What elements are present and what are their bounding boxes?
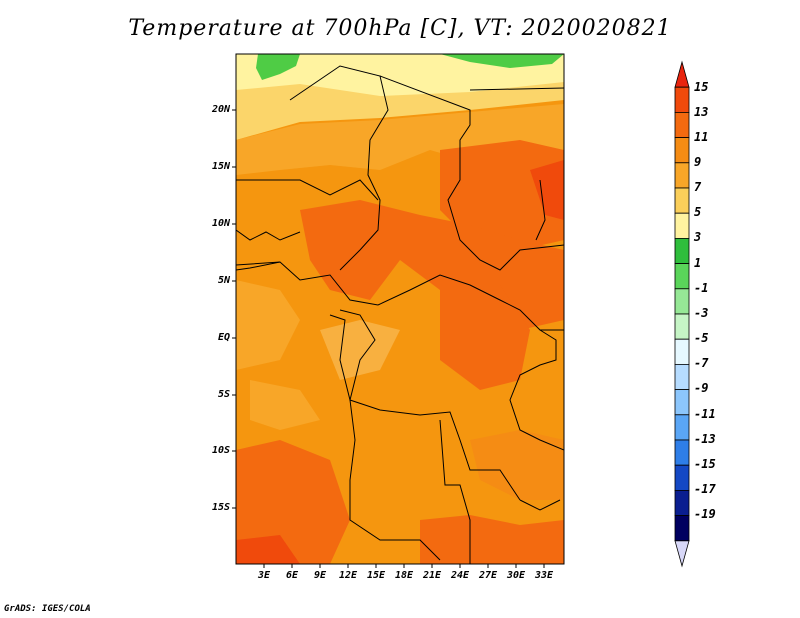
lon-label-12e: 12E bbox=[338, 570, 358, 581]
colorbar-swatch bbox=[674, 414, 690, 441]
colorbar-cap-top bbox=[674, 60, 690, 88]
colorbar-label: -15 bbox=[694, 457, 716, 471]
colorbar-label: -17 bbox=[694, 482, 716, 496]
lat-label-5s: 5S bbox=[217, 389, 230, 400]
colorbar-label: 15 bbox=[694, 80, 709, 94]
colorbar-swatch bbox=[674, 112, 690, 139]
colorbar-swatch bbox=[674, 86, 690, 113]
lat-label-10s: 10S bbox=[211, 445, 230, 456]
colorbar-swatch bbox=[674, 313, 690, 340]
country-borders bbox=[236, 65, 564, 564]
map-title: Temperature at 700hPa [C], VT: 202002082… bbox=[128, 16, 672, 41]
grads-credit: GrADS: IGES/COLA bbox=[4, 604, 91, 614]
colorbar-label: 5 bbox=[694, 205, 702, 219]
lat-label-5n: 5N bbox=[217, 275, 230, 286]
colorbar-label: 13 bbox=[694, 105, 709, 119]
colorbar-swatch bbox=[674, 439, 690, 466]
colorbar-label: 11 bbox=[694, 130, 709, 144]
colorbar bbox=[674, 60, 690, 568]
colorbar-label: 3 bbox=[694, 230, 702, 244]
lon-ticks bbox=[263, 564, 545, 568]
lat-ticks bbox=[232, 109, 236, 509]
lat-label-10n: 10N bbox=[211, 218, 230, 229]
temperature-field bbox=[236, 54, 564, 564]
colorbar-swatch bbox=[674, 237, 690, 264]
colorbar-label: -7 bbox=[694, 356, 709, 370]
colorbar-swatch bbox=[674, 162, 690, 189]
lat-label-15s: 15S bbox=[211, 502, 230, 513]
lon-label-15e: 15E bbox=[366, 570, 386, 581]
lon-label-18e: 18E bbox=[394, 570, 414, 581]
colorbar-label: 1 bbox=[694, 256, 702, 270]
colorbar-swatch bbox=[674, 338, 690, 365]
colorbar-swatch bbox=[674, 187, 690, 214]
lon-label-30e: 30E bbox=[506, 570, 526, 581]
lat-label-eq: EQ bbox=[217, 332, 230, 343]
lon-label-21e: 21E bbox=[422, 570, 442, 581]
lon-label-27e: 27E bbox=[478, 570, 498, 581]
colorbar-label: 7 bbox=[694, 180, 702, 194]
lon-label-24e: 24E bbox=[450, 570, 470, 581]
colorbar-label: 9 bbox=[694, 155, 702, 169]
colorbar-cap-bottom bbox=[674, 540, 690, 568]
colorbar-label: -5 bbox=[694, 331, 709, 345]
colorbar-label: -9 bbox=[694, 381, 709, 395]
colorbar-swatch bbox=[674, 489, 690, 516]
colorbar-swatch bbox=[674, 363, 690, 390]
lat-label-15n: 15N bbox=[211, 161, 230, 172]
lon-label-6e: 6E bbox=[285, 570, 299, 581]
colorbar-swatch bbox=[674, 515, 690, 542]
lon-label-3e: 3E bbox=[257, 570, 271, 581]
colorbar-label: -1 bbox=[694, 281, 709, 295]
colorbar-swatch bbox=[674, 288, 690, 315]
colorbar-swatch bbox=[674, 137, 690, 164]
colorbar-swatch bbox=[674, 212, 690, 239]
colorbar-swatch bbox=[674, 263, 690, 290]
colorbar-label: -3 bbox=[694, 306, 709, 320]
colorbar-swatch bbox=[674, 389, 690, 416]
colorbar-label: -19 bbox=[694, 507, 716, 521]
lat-label-20n: 20N bbox=[211, 104, 230, 115]
lon-label-9e: 9E bbox=[313, 570, 327, 581]
colorbar-swatch bbox=[674, 464, 690, 491]
lon-label-33e: 33E bbox=[534, 570, 554, 581]
colorbar-label: -13 bbox=[694, 432, 716, 446]
colorbar-label: -11 bbox=[694, 407, 716, 421]
